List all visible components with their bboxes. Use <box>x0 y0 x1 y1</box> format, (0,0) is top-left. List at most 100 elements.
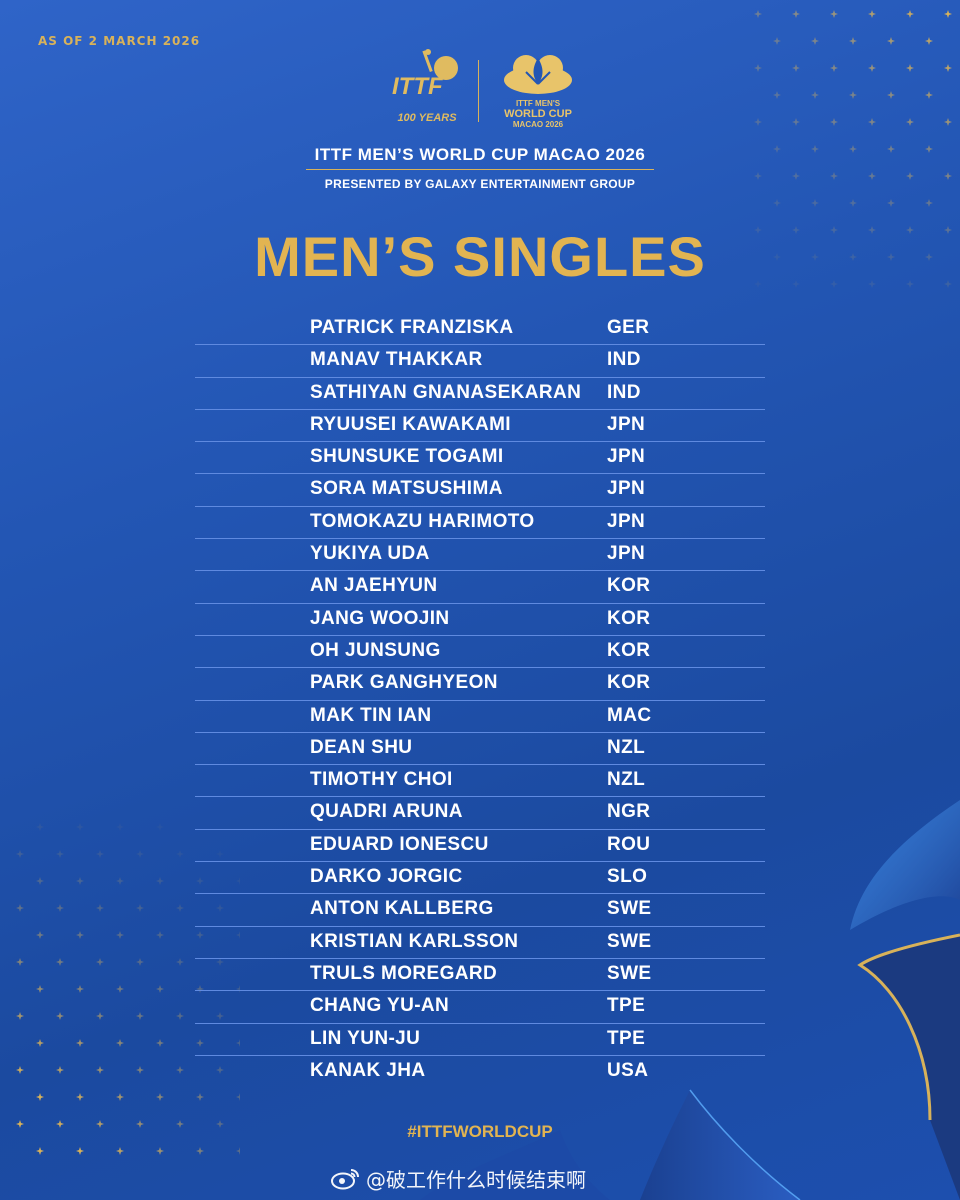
list-item: TIMOTHY CHOI NZL <box>195 765 765 798</box>
player-name: MAK TIN IAN <box>310 704 432 726</box>
player-nationality: JPN <box>607 478 646 500</box>
sparkle-icon <box>868 64 876 72</box>
world-cup-logo-line2: WORLD CUP <box>504 108 572 120</box>
player-name: EDUARD IONESCU <box>310 833 489 855</box>
player-name: DARKO JORGIC <box>310 866 463 888</box>
sparkle-icon <box>96 958 104 966</box>
sparkle-icon <box>136 850 144 858</box>
sparkle-icon <box>887 199 895 207</box>
sparkle-icon <box>76 823 84 831</box>
sparkle-icon <box>906 64 914 72</box>
sparkle-icon <box>116 877 124 885</box>
list-item: QUADRI ARUNA NGR <box>195 797 765 830</box>
sparkle-icon <box>773 91 781 99</box>
sparkle-icon <box>944 118 952 126</box>
list-item: ANTON KALLBERG SWE <box>195 894 765 927</box>
logo-divider <box>478 60 479 122</box>
sparkle-icon <box>944 64 952 72</box>
sparkle-icon <box>136 904 144 912</box>
player-name: TRULS MOREGARD <box>310 962 498 984</box>
player-nationality: IND <box>607 381 641 403</box>
sparkle-icon <box>116 985 124 993</box>
sparkle-icon <box>868 118 876 126</box>
sparkle-icon <box>56 958 64 966</box>
sparkle-icon <box>96 850 104 858</box>
sparkle-icon <box>156 1147 164 1155</box>
player-nationality: SWE <box>607 962 652 984</box>
sparkle-icon <box>196 1147 204 1155</box>
presented-by: PRESENTED BY GALAXY ENTERTAINMENT GROUP <box>324 177 636 191</box>
player-nationality: JPN <box>607 543 646 565</box>
sparkle-icon <box>116 1147 124 1155</box>
logo-lockup: ITTF 100 YEARS ITTF MEN'S WORLD CUP MACA… <box>388 46 578 136</box>
sparkle-icon <box>76 1147 84 1155</box>
player-nationality: TPE <box>607 1027 646 1049</box>
list-item: PATRICK FRANZISKA GER <box>195 313 765 346</box>
sparkle-icon <box>925 91 933 99</box>
sparkle-icon <box>792 10 800 18</box>
player-name: RYUUSEI KAWAKAMI <box>310 413 511 435</box>
list-item: DARKO JORGIC SLO <box>195 862 765 895</box>
player-name: CHANG YU-AN <box>310 995 450 1017</box>
sparkle-icon <box>811 37 819 45</box>
sparkle-icon <box>887 91 895 99</box>
list-item: CHANG YU-AN TPE <box>195 991 765 1024</box>
sparkle-icon <box>56 850 64 858</box>
sparkle-icon <box>56 1012 64 1020</box>
sparkle-icon <box>906 118 914 126</box>
sparkle-icon <box>116 1093 124 1101</box>
sparkle-icon <box>196 1093 204 1101</box>
sparkle-icon <box>176 850 184 858</box>
player-name: MANAV THAKKAR <box>310 349 483 371</box>
ittf-years-text: 100 YEARS <box>397 112 457 124</box>
sparkle-icon <box>811 91 819 99</box>
sparkle-icon <box>176 1066 184 1074</box>
list-item: JANG WOOJIN KOR <box>195 604 765 636</box>
player-name: SHUNSUKE TOGAMI <box>310 446 504 468</box>
sparkle-icon <box>811 199 819 207</box>
sparkle-icon <box>849 91 857 99</box>
sparkle-icon <box>156 823 164 831</box>
player-name: AN JAEHYUN <box>310 575 438 597</box>
sparkle-icon <box>906 10 914 18</box>
list-item: MANAV THAKKAR IND <box>195 345 765 378</box>
sparkle-icon <box>36 931 44 939</box>
player-roster: PATRICK FRANZISKA GER MANAV THAKKAR IND SATH… <box>195 313 765 1087</box>
player-name: QUADRI ARUNA <box>310 801 463 823</box>
sparkle-icon <box>16 1066 24 1074</box>
player-nationality: NZL <box>607 769 646 791</box>
sparkle-icon <box>116 823 124 831</box>
player-nationality: KOR <box>607 639 651 661</box>
world-cup-logo-line1: ITTF MEN'S <box>515 99 561 108</box>
sparkle-icon <box>16 1012 24 1020</box>
player-name: ANTON KALLBERG <box>310 898 494 920</box>
list-item: TOMOKAZU HARIMOTO JPN <box>195 507 765 540</box>
player-name: OH JUNSUNG <box>310 639 441 661</box>
sparkle-icon <box>36 823 44 831</box>
list-item: SATHIYAN GNANASEKARAN IND <box>195 378 765 410</box>
player-name: TIMOTHY CHOI <box>310 769 453 791</box>
sparkle-icon <box>236 1147 240 1155</box>
weibo-watermark: @破工作什么时候结束啊 <box>330 1162 586 1194</box>
sparkle-icon <box>96 1012 104 1020</box>
player-nationality: MAC <box>607 704 652 726</box>
player-nationality: KOR <box>607 575 651 597</box>
list-item: SORA MATSUSHIMA JPN <box>195 474 765 507</box>
player-name: KANAK JHA <box>310 1059 426 1081</box>
player-nationality: TPE <box>607 995 646 1017</box>
player-nationality: JPN <box>607 510 646 532</box>
world-cup-logo-line3: MACAO 2026 <box>512 120 564 129</box>
sparkle-icon <box>792 64 800 72</box>
sparkle-icon <box>773 199 781 207</box>
player-name: LIN YUN-JU <box>310 1027 421 1049</box>
sparkle-icon <box>754 64 762 72</box>
sparkle-icon <box>156 931 164 939</box>
sparkle-icon <box>156 985 164 993</box>
list-item: LIN YUN-JU TPE <box>195 1024 765 1056</box>
title-divider <box>306 169 654 170</box>
sparkle-icon <box>76 1039 84 1047</box>
hashtag: #ITTFWORLDCUP <box>407 1122 553 1141</box>
player-nationality: SLO <box>607 866 648 888</box>
player-name: SATHIYAN GNANASEKARAN <box>310 381 582 403</box>
player-name: KRISTIAN KARLSSON <box>310 930 519 952</box>
